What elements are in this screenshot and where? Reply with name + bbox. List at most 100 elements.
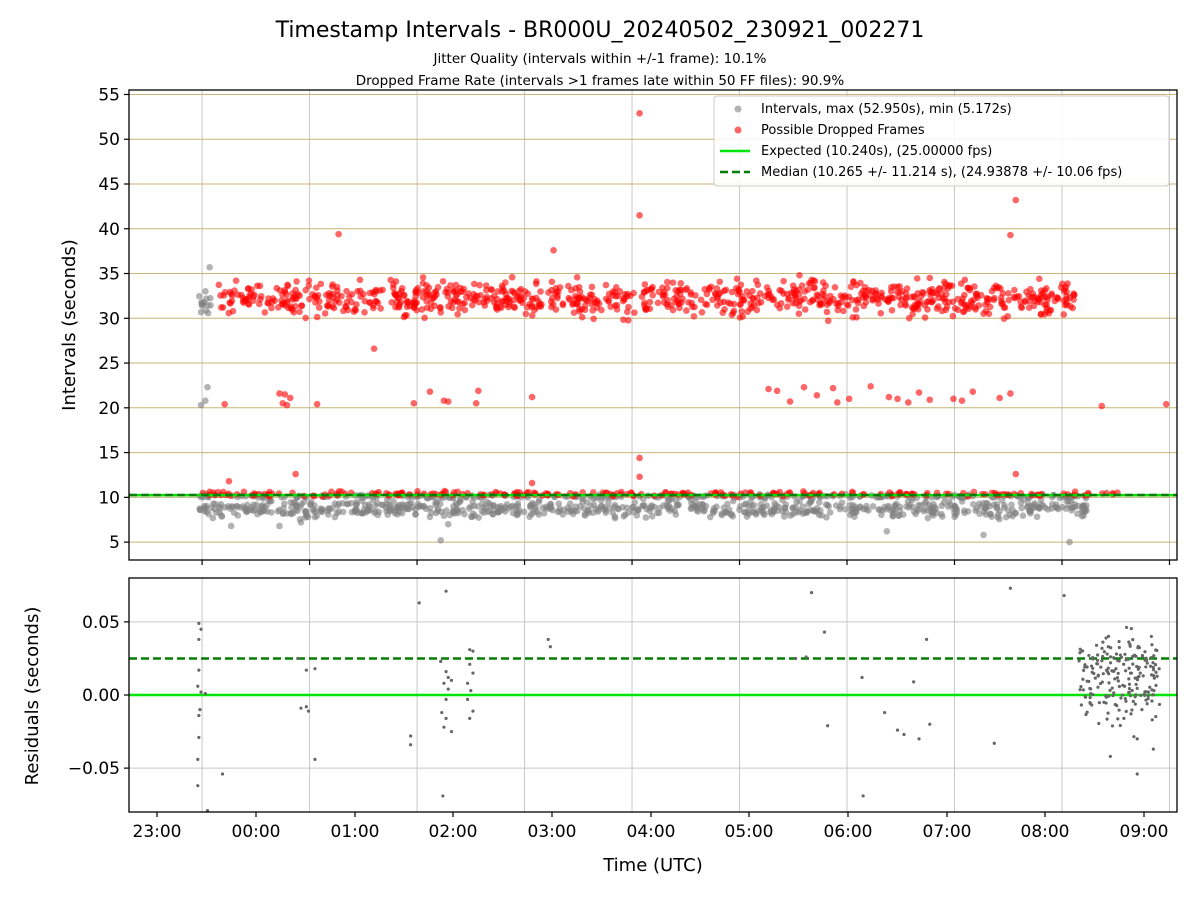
residual-point bbox=[1151, 668, 1156, 672]
residual-point bbox=[1146, 696, 1150, 701]
dropped-frame-point bbox=[412, 300, 419, 307]
dropped-frame-point bbox=[397, 287, 405, 295]
interval-point bbox=[641, 501, 648, 509]
dropped-frame-point bbox=[343, 287, 350, 295]
dropped-frame-point bbox=[498, 298, 506, 305]
residual-point bbox=[199, 627, 203, 631]
residual-point bbox=[1088, 701, 1092, 705]
dropped-frame-point bbox=[240, 488, 248, 496]
dropped-frame-point bbox=[1012, 196, 1020, 204]
dropped-frame-point bbox=[813, 391, 821, 399]
residual-point bbox=[1148, 664, 1153, 668]
residual-point bbox=[1151, 747, 1155, 751]
dropped-frame-point bbox=[902, 302, 910, 309]
interval-point bbox=[1019, 512, 1027, 519]
dropped-frame-point bbox=[314, 291, 322, 299]
dropped-frame-point bbox=[983, 295, 991, 303]
dropped-frame-point bbox=[959, 308, 967, 316]
interval-point bbox=[853, 508, 860, 516]
dropped-frame-point bbox=[753, 277, 760, 284]
residual-point bbox=[1089, 664, 1094, 668]
residual-point bbox=[1150, 655, 1154, 660]
residual-point bbox=[1118, 723, 1122, 728]
dropped-frame-point bbox=[503, 294, 511, 302]
dropped-frame-point bbox=[1007, 231, 1014, 239]
legend-dropped-label: Possible Dropped Frames bbox=[761, 123, 925, 138]
residual-point bbox=[313, 757, 317, 761]
dropped-frame-point bbox=[869, 295, 877, 303]
residual-point bbox=[1107, 681, 1111, 685]
x-tick-label: 00:00 bbox=[232, 822, 281, 842]
interval-point bbox=[297, 519, 305, 526]
interval-point bbox=[227, 522, 235, 530]
dropped-frame-point bbox=[655, 288, 663, 296]
interval-point bbox=[317, 507, 324, 515]
interval-point bbox=[459, 506, 466, 514]
interval-point bbox=[437, 537, 445, 544]
dropped-frame-point bbox=[801, 306, 809, 313]
dropped-frame-point bbox=[1025, 292, 1032, 299]
dropped-frame-point bbox=[697, 296, 705, 304]
residual-point bbox=[197, 621, 201, 625]
interval-point bbox=[1036, 505, 1043, 512]
dropped-frame-point bbox=[1037, 311, 1045, 318]
dropped-frame-point bbox=[404, 298, 412, 306]
dropped-frame-point bbox=[431, 289, 439, 296]
dropped-frame-point bbox=[903, 285, 911, 292]
dropped-frame-point bbox=[537, 288, 544, 295]
dropped-frame-point bbox=[508, 273, 516, 281]
residual-point bbox=[1101, 672, 1105, 676]
residual-point bbox=[1062, 593, 1066, 598]
dropped-frame-point bbox=[924, 306, 931, 313]
dropped-frame-point bbox=[795, 286, 803, 293]
dropped-frame-point bbox=[528, 393, 536, 401]
residual-point bbox=[1083, 663, 1087, 667]
residual-point bbox=[1129, 712, 1133, 716]
residual-point bbox=[197, 637, 201, 642]
residual-point bbox=[1104, 701, 1108, 705]
interval-point bbox=[344, 500, 352, 508]
interval-point bbox=[752, 511, 760, 518]
interval-point bbox=[243, 507, 251, 515]
dropped-frame-point bbox=[548, 286, 555, 294]
dropped-frame-point bbox=[298, 302, 305, 309]
interval-point bbox=[758, 507, 765, 514]
dropped-frame-point bbox=[778, 287, 785, 295]
residual-point bbox=[444, 670, 448, 674]
dropped-frame-point bbox=[1098, 402, 1106, 410]
residual-point bbox=[1137, 665, 1141, 669]
residual-point bbox=[548, 645, 552, 649]
dropped-frame-point bbox=[1070, 291, 1078, 299]
dropped-frame-point bbox=[831, 283, 839, 291]
residual-point bbox=[1087, 679, 1091, 684]
dropped-frame-point bbox=[290, 309, 298, 316]
interval-point bbox=[1062, 505, 1070, 513]
residual-point bbox=[1095, 662, 1099, 666]
interval-point bbox=[333, 509, 341, 517]
dropped-frame-point bbox=[750, 301, 758, 309]
dropped-frame-point bbox=[1012, 470, 1020, 478]
residual-point bbox=[1122, 662, 1126, 666]
residual-point bbox=[1115, 676, 1120, 680]
residual-point bbox=[1117, 684, 1121, 689]
dropped-frame-point bbox=[917, 292, 925, 300]
residual-point bbox=[1096, 685, 1100, 689]
interval-point bbox=[745, 503, 753, 510]
interval-point bbox=[961, 509, 968, 517]
interval-point bbox=[945, 498, 953, 505]
dropped-frame-point bbox=[897, 301, 904, 309]
dropped-frame-point bbox=[313, 313, 321, 321]
residuals-panel: −0.05 0.00 0.05 23:00 00:00 01:00 02:00 03:00 0… bbox=[22, 577, 1178, 876]
residual-point bbox=[1139, 693, 1143, 697]
intervals-y-axis-label: Intervals (seconds) bbox=[59, 239, 80, 411]
interval-point bbox=[302, 508, 310, 515]
intervals-y-tick-label: 45 bbox=[98, 175, 120, 195]
interval-point bbox=[426, 504, 434, 512]
interval-point bbox=[367, 506, 374, 513]
interval-point bbox=[620, 513, 628, 520]
residual-point bbox=[804, 655, 808, 659]
residual-point bbox=[1096, 673, 1100, 677]
interval-point bbox=[801, 509, 808, 516]
dropped-frame-point bbox=[967, 303, 975, 310]
dropped-frame-point bbox=[926, 274, 934, 282]
